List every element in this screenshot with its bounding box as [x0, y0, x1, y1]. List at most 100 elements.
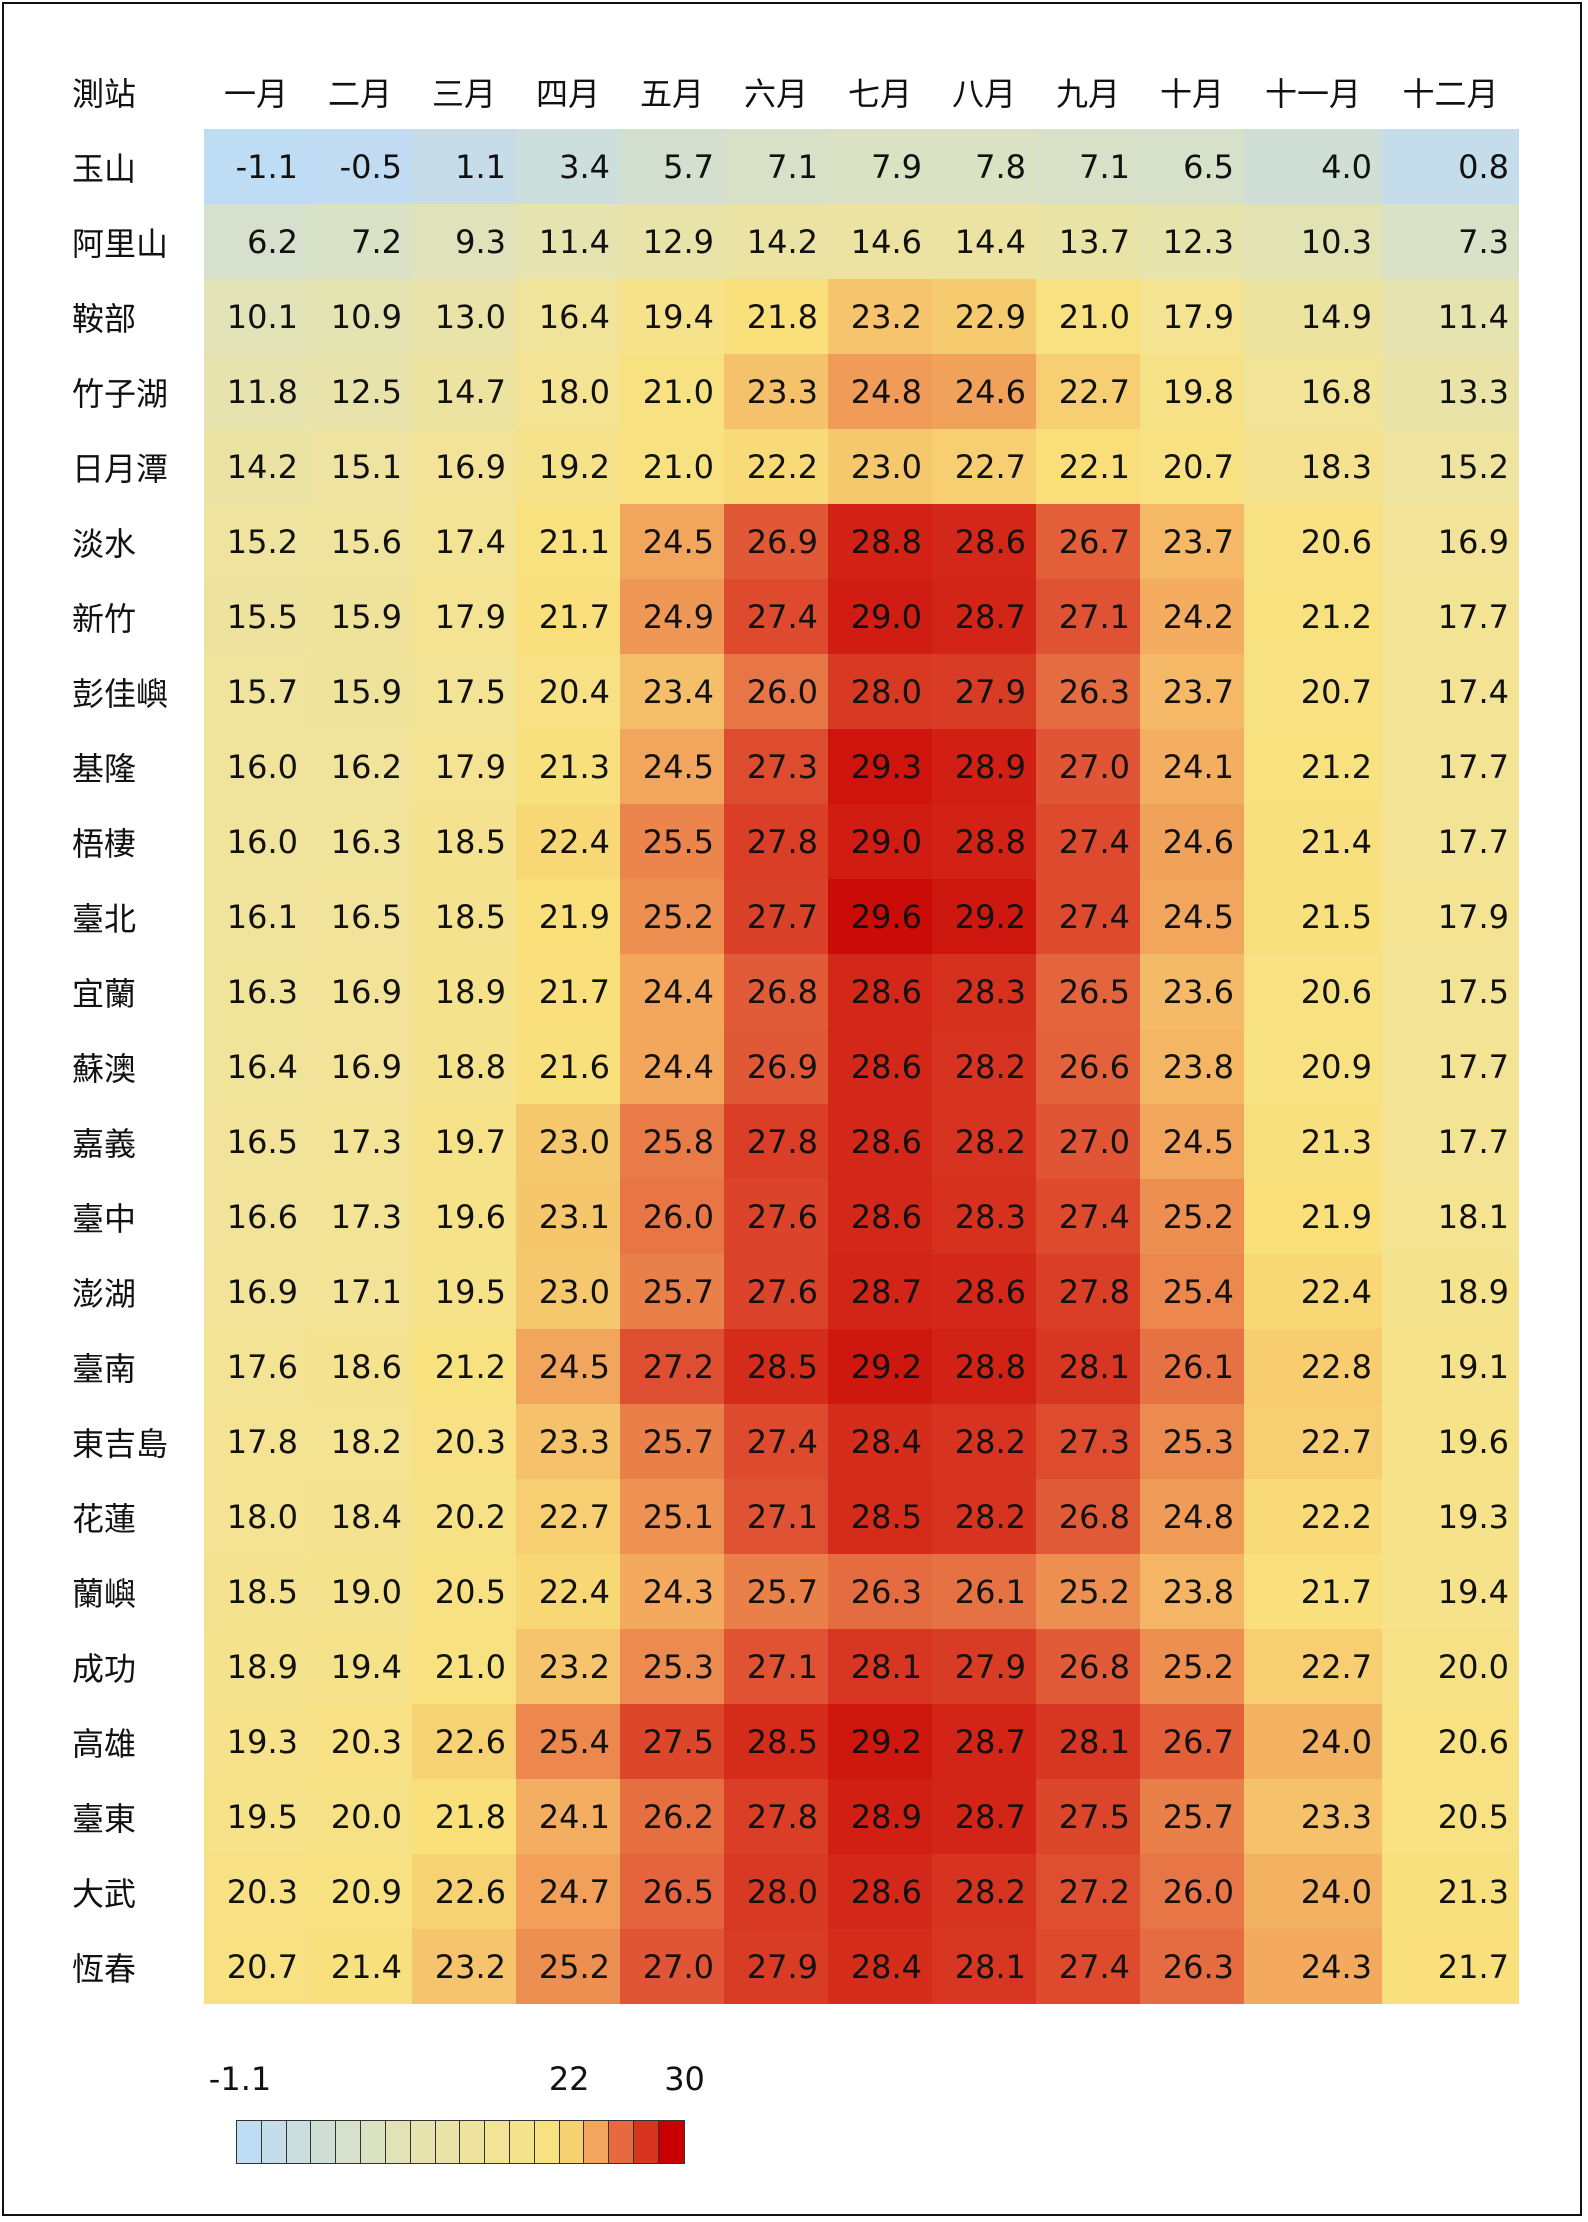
legend-swatch — [435, 2121, 461, 2163]
heatmap-cell: 16.1 — [204, 879, 308, 954]
heatmap-cell: 22.7 — [1244, 1629, 1382, 1704]
heatmap-cell: 18.3 — [1244, 429, 1382, 504]
heatmap-cell: 27.1 — [724, 1629, 828, 1704]
heatmap-cell: 18.5 — [412, 804, 516, 879]
heatmap-cell: 27.0 — [1036, 729, 1140, 804]
header-row: 測站 一月 二月 三月 四月 五月 六月 七月 八月 九月 十月 十一月 十二月 — [58, 54, 1519, 129]
heatmap-cell: 28.6 — [932, 1254, 1036, 1329]
heatmap-cell: 28.6 — [828, 1104, 932, 1179]
heatmap-cell: 24.7 — [516, 1854, 620, 1929]
heatmap-cell: 28.2 — [932, 1854, 1036, 1929]
heatmap-cell: 28.6 — [828, 1854, 932, 1929]
heatmap-cell: 11.8 — [204, 354, 308, 429]
heatmap-cell: 10.3 — [1244, 204, 1382, 279]
heatmap-cell: 13.7 — [1036, 204, 1140, 279]
column-header-2: 二月 — [327, 74, 392, 113]
table-row: 彭佳嶼 15.7 15.9 17.5 20.4 23.4 26.0 28.0 27.9 26.3 2… — [58, 654, 1519, 729]
heatmap-cell: 22.8 — [1244, 1329, 1382, 1404]
heatmap-cell: 29.0 — [828, 804, 932, 879]
heatmap-cell: 21.0 — [620, 354, 724, 429]
heatmap-cell: 5.7 — [620, 129, 724, 204]
heatmap-cell: 27.4 — [724, 579, 828, 654]
heatmap-cell: 7.2 — [308, 204, 412, 279]
legend-swatch — [534, 2121, 560, 2163]
color-legend: -1.1 22 30 — [200, 2060, 920, 2180]
heatmap-cell: 21.7 — [516, 579, 620, 654]
heatmap-cell: 27.3 — [724, 729, 828, 804]
heatmap-cell: 4.0 — [1244, 129, 1382, 204]
heatmap-cell: 12.3 — [1140, 204, 1244, 279]
heatmap-cell: 16.9 — [308, 954, 412, 1029]
heatmap-cell: 28.8 — [828, 504, 932, 579]
heatmap-cell: 26.0 — [620, 1179, 724, 1254]
heatmap-cell: 19.5 — [412, 1254, 516, 1329]
heatmap-cell: 28.2 — [932, 1404, 1036, 1479]
heatmap-cell: 22.4 — [1244, 1254, 1382, 1329]
heatmap-cell: 19.3 — [1382, 1479, 1519, 1554]
heatmap-cell: 28.2 — [932, 1104, 1036, 1179]
station-name: 臺北 — [58, 879, 204, 954]
heatmap-cell: 25.7 — [620, 1404, 724, 1479]
heatmap-cell: 20.9 — [1244, 1029, 1382, 1104]
heatmap-cell: 10.1 — [204, 279, 308, 354]
heatmap-cell: 26.5 — [1036, 954, 1140, 1029]
legend-swatch — [509, 2121, 535, 2163]
heatmap-cell: 22.9 — [932, 279, 1036, 354]
heatmap-cell: 18.5 — [204, 1554, 308, 1629]
heatmap-cell: 16.0 — [204, 804, 308, 879]
heatmap-cell: 15.9 — [308, 654, 412, 729]
station-name: 恆春 — [58, 1929, 204, 2004]
heatmap-cell: 16.9 — [204, 1254, 308, 1329]
heatmap-cell: 28.1 — [1036, 1704, 1140, 1779]
heatmap-cell: 24.5 — [1140, 1104, 1244, 1179]
heatmap-cell: 23.3 — [724, 354, 828, 429]
heatmap-cell: 22.4 — [516, 804, 620, 879]
station-name: 大武 — [58, 1854, 204, 1929]
heatmap-cell: 20.0 — [1382, 1629, 1519, 1704]
heatmap-cell: 26.2 — [620, 1779, 724, 1854]
heatmap-cell: 24.4 — [620, 1029, 724, 1104]
heatmap-cell: 24.0 — [1244, 1854, 1382, 1929]
heatmap-cell: 20.6 — [1382, 1704, 1519, 1779]
heatmap-cell: 25.3 — [1140, 1404, 1244, 1479]
heatmap-cell: 17.7 — [1382, 579, 1519, 654]
heatmap-cell: 23.3 — [516, 1404, 620, 1479]
heatmap-cell: 26.8 — [724, 954, 828, 1029]
legend-swatch — [658, 2121, 684, 2163]
table-row: 淡水 15.2 15.6 17.4 21.1 24.5 26.9 28.8 28.6 26.7 23… — [58, 504, 1519, 579]
heatmap-cell: 28.1 — [932, 1929, 1036, 2004]
table-row: 阿里山 6.2 7.2 9.3 11.4 12.9 14.2 14.6 14.4 13.7 12.3… — [58, 204, 1519, 279]
heatmap-cell: 19.4 — [308, 1629, 412, 1704]
heatmap-cell: 12.5 — [308, 354, 412, 429]
heatmap-cell: 16.5 — [204, 1104, 308, 1179]
heatmap-cell: 27.4 — [1036, 879, 1140, 954]
legend-min-label: -1.1 — [208, 2060, 272, 2098]
heatmap-cell: 17.9 — [1140, 279, 1244, 354]
table-row: 臺北 16.1 16.5 18.5 21.9 25.2 27.7 29.6 29.2 27.4 24… — [58, 879, 1519, 954]
heatmap-cell: 27.4 — [1036, 804, 1140, 879]
table-row: 臺南 17.6 18.6 21.2 24.5 27.2 28.5 29.2 28.8 28.1 26… — [58, 1329, 1519, 1404]
legend-color-bar — [236, 2120, 685, 2164]
heatmap-cell: 27.0 — [620, 1929, 724, 2004]
heatmap-cell: 27.2 — [1036, 1854, 1140, 1929]
heatmap-cell: 26.1 — [932, 1554, 1036, 1629]
heatmap-cell: 28.4 — [828, 1929, 932, 2004]
heatmap-cell: 12.9 — [620, 204, 724, 279]
heatmap-cell: 17.9 — [412, 729, 516, 804]
heatmap-cell: 27.9 — [932, 654, 1036, 729]
heatmap-cell: 26.5 — [620, 1854, 724, 1929]
station-name: 臺東 — [58, 1779, 204, 1854]
heatmap-cell: 23.0 — [828, 429, 932, 504]
heatmap-cell: 27.8 — [724, 1779, 828, 1854]
heatmap-cell: 28.0 — [828, 654, 932, 729]
legend-swatch — [361, 2121, 386, 2163]
heatmap-cell: 17.4 — [1382, 654, 1519, 729]
heatmap-cell: 22.7 — [516, 1479, 620, 1554]
column-header-3: 三月 — [431, 74, 496, 113]
heatmap-cell: 19.6 — [1382, 1404, 1519, 1479]
heatmap-cell: 22.6 — [412, 1704, 516, 1779]
heatmap-cell: 0.8 — [1382, 129, 1519, 204]
legend-swatch — [559, 2121, 585, 2163]
heatmap-cell: 29.2 — [828, 1704, 932, 1779]
heatmap-cell: 21.4 — [308, 1929, 412, 2004]
